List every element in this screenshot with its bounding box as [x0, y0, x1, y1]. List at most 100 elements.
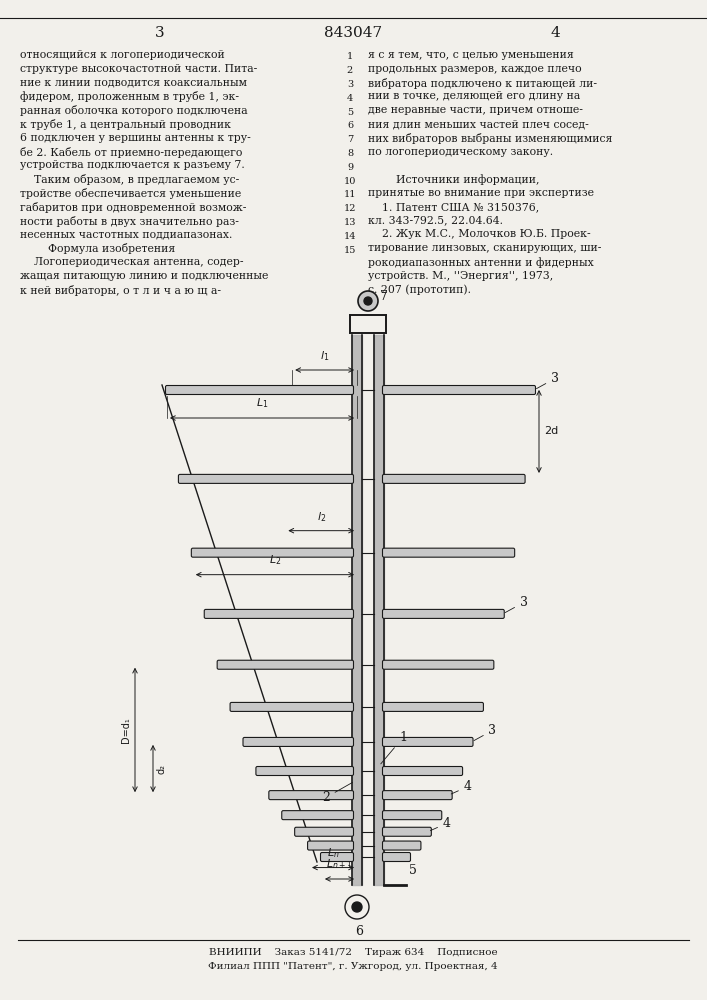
Text: фидером, проложенным в трубе 1, эк-: фидером, проложенным в трубе 1, эк- [20, 91, 239, 102]
Text: 2: 2 [322, 782, 353, 804]
Text: две неравные части, причем отноше-: две неравные части, причем отноше- [368, 105, 583, 115]
Text: d₂: d₂ [157, 764, 167, 774]
Text: Логопериодическая антенна, содер-: Логопериодическая антенна, содер- [20, 257, 243, 267]
Text: 4: 4 [431, 817, 451, 831]
Circle shape [345, 895, 369, 919]
Text: 6: 6 [355, 925, 363, 938]
Text: 3: 3 [347, 80, 353, 89]
Circle shape [358, 291, 378, 311]
Text: Таким образом, в предлагаемом ус-: Таким образом, в предлагаемом ус- [20, 174, 239, 185]
Text: рокодиапазонных антенни и фидерных: рокодиапазонных антенни и фидерных [368, 257, 594, 268]
Text: $l_1$: $l_1$ [320, 349, 329, 363]
Text: $L_{n+1}$: $L_{n+1}$ [326, 857, 353, 871]
FancyBboxPatch shape [165, 385, 354, 394]
Text: ранная оболочка которого подключена: ранная оболочка которого подключена [20, 105, 247, 116]
Text: к ней вибраторы, о т л и ч а ю щ а-: к ней вибраторы, о т л и ч а ю щ а- [20, 285, 221, 296]
Text: 4: 4 [347, 94, 353, 103]
Text: 3: 3 [537, 372, 559, 389]
FancyBboxPatch shape [178, 474, 354, 483]
Text: 14: 14 [344, 232, 356, 241]
Text: 1: 1 [347, 52, 353, 61]
FancyBboxPatch shape [382, 548, 515, 557]
Text: Филиал ППП "Патент", г. Ужгород, ул. Проектная, 4: Филиал ППП "Патент", г. Ужгород, ул. Про… [208, 962, 498, 971]
Text: Формула изобретения: Формула изобретения [20, 243, 175, 254]
Text: кл. 343-792.5, 22.04.64.: кл. 343-792.5, 22.04.64. [368, 216, 503, 226]
Text: $L_2$: $L_2$ [269, 553, 281, 567]
Text: относящийся к логопериодической: относящийся к логопериодической [20, 50, 225, 60]
FancyBboxPatch shape [243, 737, 354, 746]
Text: 1: 1 [381, 731, 407, 764]
FancyBboxPatch shape [382, 609, 504, 618]
Text: бе 2. Кабель от приемно-передающего: бе 2. Кабель от приемно-передающего [20, 147, 243, 158]
FancyBboxPatch shape [382, 702, 484, 711]
FancyBboxPatch shape [382, 737, 473, 746]
Text: 11: 11 [344, 190, 356, 199]
Text: 3: 3 [506, 596, 527, 613]
FancyBboxPatch shape [382, 660, 493, 669]
Text: 13: 13 [344, 218, 356, 227]
FancyBboxPatch shape [269, 791, 354, 800]
Text: ние к линии подводится коаксиальным: ние к линии подводится коаксиальным [20, 78, 247, 88]
Text: 2: 2 [347, 66, 353, 75]
Text: устройств. М., ''Энергия'', 1973,: устройств. М., ''Энергия'', 1973, [368, 271, 554, 281]
FancyBboxPatch shape [308, 841, 354, 850]
FancyBboxPatch shape [382, 811, 442, 820]
Bar [350, 315, 386, 333]
FancyBboxPatch shape [217, 660, 354, 669]
Text: тройстве обеспечивается уменьшение: тройстве обеспечивается уменьшение [20, 188, 241, 199]
Text: ности работы в двух значительно раз-: ности работы в двух значительно раз- [20, 216, 239, 227]
Text: ВНИИПИ    Заказ 5141/72    Тираж 634    Подписное: ВНИИПИ Заказ 5141/72 Тираж 634 Подписное [209, 948, 497, 957]
FancyBboxPatch shape [320, 852, 354, 861]
FancyBboxPatch shape [382, 791, 452, 800]
Text: 8: 8 [347, 149, 353, 158]
Text: несенных частотных поддиапазонах.: несенных частотных поддиапазонах. [20, 229, 233, 239]
FancyBboxPatch shape [295, 827, 354, 836]
FancyBboxPatch shape [382, 852, 411, 861]
FancyBboxPatch shape [382, 827, 431, 836]
Text: габаритов при одновременной возмож-: габаритов при одновременной возмож- [20, 202, 246, 213]
Text: 2d: 2d [544, 426, 559, 436]
Text: 6 подключен у вершины антенны к тру-: 6 подключен у вершины антенны к тру- [20, 133, 251, 143]
FancyBboxPatch shape [256, 766, 354, 775]
Text: 7: 7 [380, 290, 388, 302]
Text: вибратора подключено к питающей ли-: вибратора подключено к питающей ли- [368, 78, 597, 89]
Text: по логопериодическому закону.: по логопериодическому закону. [368, 147, 553, 157]
Text: 5: 5 [347, 108, 353, 117]
Text: $L_1$: $L_1$ [256, 396, 268, 410]
Text: устройства подключается к разъему 7.: устройства подключается к разъему 7. [20, 160, 245, 170]
Text: них вибраторов выбраны изменяющимися: них вибраторов выбраны изменяющимися [368, 133, 612, 144]
Text: 4: 4 [451, 780, 472, 794]
Text: 1. Патент США № 3150376,: 1. Патент США № 3150376, [368, 202, 539, 212]
FancyBboxPatch shape [192, 548, 354, 557]
Text: 12: 12 [344, 204, 356, 213]
Circle shape [352, 902, 362, 912]
Text: с. 207 (прототип).: с. 207 (прототип). [368, 285, 471, 295]
FancyBboxPatch shape [282, 811, 354, 820]
Text: 5: 5 [409, 863, 417, 876]
Text: принятые во внимание при экспертизе: принятые во внимание при экспертизе [368, 188, 594, 198]
FancyBboxPatch shape [382, 766, 462, 775]
Text: $l_2$: $l_2$ [317, 510, 326, 524]
Text: 3: 3 [156, 26, 165, 40]
Text: 10: 10 [344, 177, 356, 186]
FancyBboxPatch shape [382, 841, 421, 850]
Text: 4: 4 [550, 26, 560, 40]
Text: 6: 6 [347, 121, 353, 130]
Text: ния длин меньших частей плеч сосед-: ния длин меньших частей плеч сосед- [368, 119, 589, 129]
FancyBboxPatch shape [382, 474, 525, 483]
Text: структуре высокочастотной части. Пита-: структуре высокочастотной части. Пита- [20, 64, 257, 74]
FancyBboxPatch shape [382, 385, 535, 394]
Circle shape [364, 297, 372, 305]
Text: жащая питающую линию и подключенные: жащая питающую линию и подключенные [20, 271, 269, 281]
Text: 9: 9 [347, 163, 353, 172]
Text: 15: 15 [344, 246, 356, 255]
Text: к трубе 1, а центральный проводник: к трубе 1, а центральный проводник [20, 119, 231, 130]
FancyBboxPatch shape [230, 702, 354, 711]
FancyBboxPatch shape [204, 609, 354, 618]
Text: тирование линзовых, сканирующих, ши-: тирование линзовых, сканирующих, ши- [368, 243, 602, 253]
Text: нии в точке, деляющей его длину на: нии в точке, деляющей его длину на [368, 91, 580, 101]
Text: 843047: 843047 [324, 26, 382, 40]
Text: Источники информации,: Источники информации, [368, 174, 539, 185]
Text: 2. Жук М.С., Молочков Ю.Б. Проек-: 2. Жук М.С., Молочков Ю.Б. Проек- [368, 229, 590, 239]
Text: D=d₁: D=d₁ [121, 717, 131, 743]
